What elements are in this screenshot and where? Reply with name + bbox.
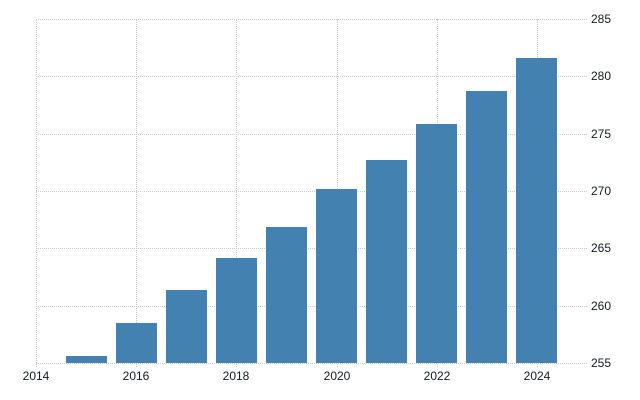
bar-2020[interactable] (316, 189, 357, 363)
v-gridline-2016 (136, 19, 137, 367)
bar-2022[interactable] (416, 124, 457, 363)
y-tick-label-260: 260 (591, 299, 612, 313)
h-gridline-285 (36, 19, 587, 20)
h-gridline-275 (36, 134, 587, 135)
y-tick-label-265: 265 (591, 241, 612, 255)
x-tick-label-2014: 2014 (22, 369, 50, 383)
h-gridline-255 (36, 363, 587, 364)
x-tick-label-2016: 2016 (122, 369, 150, 383)
bar-2019[interactable] (266, 227, 307, 363)
h-gridline-280 (36, 76, 587, 77)
h-gridline-270 (36, 191, 587, 192)
y-tick-label-275: 275 (591, 127, 612, 141)
y-tick-label-255: 255 (591, 356, 612, 370)
bar-2024[interactable] (516, 58, 557, 363)
h-gridline-260 (36, 306, 587, 307)
bar-2015[interactable] (66, 356, 107, 363)
y-tick-label-280: 280 (591, 69, 612, 83)
v-gridline-2018 (236, 19, 237, 367)
y-tick-label-285: 285 (591, 12, 612, 26)
bar-2023[interactable] (466, 91, 507, 363)
x-tick-label-2024: 2024 (523, 369, 551, 383)
bar-2017[interactable] (166, 290, 207, 363)
x-tick-label-2018: 2018 (222, 369, 250, 383)
bar-2021[interactable] (366, 160, 407, 363)
v-gridline-2014 (36, 19, 37, 367)
h-gridline-265 (36, 248, 587, 249)
bar-2016[interactable] (116, 323, 157, 363)
x-tick-label-2022: 2022 (423, 369, 451, 383)
x-tick-label-2020: 2020 (323, 369, 351, 383)
bar-2018[interactable] (216, 258, 257, 363)
y-tick-label-270: 270 (591, 184, 612, 198)
